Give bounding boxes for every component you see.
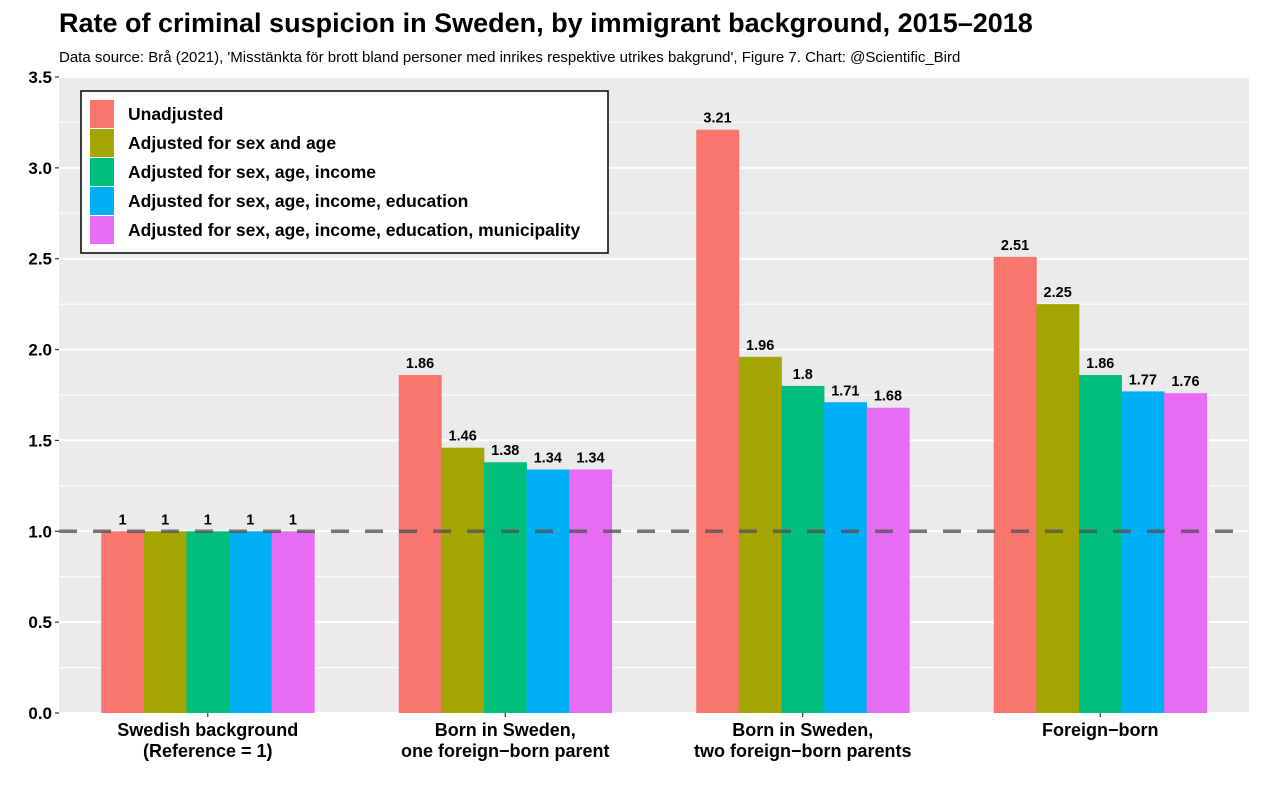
bar bbox=[1078, 375, 1122, 713]
x-category-label: Foreign−born bbox=[1042, 720, 1159, 740]
bar bbox=[781, 385, 825, 713]
y-tick-label: 2.0 bbox=[28, 341, 52, 360]
data-label: 1.86 bbox=[406, 356, 434, 372]
data-label: 2.25 bbox=[1044, 285, 1072, 301]
y-tick-label: 1.5 bbox=[28, 431, 52, 450]
bar bbox=[483, 462, 527, 713]
data-label: 2.51 bbox=[1001, 238, 1029, 254]
legend-key bbox=[90, 100, 114, 128]
y-tick-label: 2.5 bbox=[28, 250, 52, 269]
chart-subtitle: Data source: Brå (2021), 'Misstänkta för… bbox=[59, 49, 961, 66]
legend-label: Adjusted for sex and age bbox=[128, 133, 336, 153]
data-label: 3.21 bbox=[703, 111, 731, 127]
bar bbox=[569, 469, 613, 713]
bar bbox=[186, 531, 230, 713]
legend-label: Adjusted for sex, age, income, education… bbox=[128, 220, 580, 240]
bar bbox=[526, 469, 570, 713]
legend-label: Adjusted for sex, age, income, education bbox=[128, 191, 468, 211]
data-label: 1.86 bbox=[1086, 356, 1114, 372]
legend-key bbox=[90, 158, 114, 186]
y-tick-label: 3.0 bbox=[28, 159, 52, 178]
data-label: 1.38 bbox=[491, 443, 519, 459]
x-category-label-line: one foreign−born parent bbox=[401, 741, 610, 761]
x-category-label: Swedish background (Reference = 1) bbox=[117, 720, 298, 761]
data-label: 1 bbox=[246, 512, 254, 528]
data-label: 1 bbox=[204, 512, 212, 528]
bar bbox=[229, 531, 273, 713]
y-tick-label: 1.0 bbox=[28, 522, 52, 541]
data-label: 1 bbox=[289, 512, 297, 528]
y-tick-label: 0.0 bbox=[28, 704, 52, 723]
legend-label: Adjusted for sex, age, income bbox=[128, 162, 376, 182]
data-label: 1.46 bbox=[449, 429, 477, 445]
bar bbox=[1036, 304, 1080, 713]
x-category-label: Born in Sweden, two foreign−born parents bbox=[694, 720, 912, 761]
bar bbox=[101, 531, 145, 713]
bar bbox=[1121, 391, 1165, 713]
data-label: 1.71 bbox=[831, 383, 859, 399]
data-label: 1.8 bbox=[793, 367, 813, 383]
x-category-label-line: Swedish background bbox=[117, 720, 298, 740]
data-label: 1 bbox=[161, 512, 169, 528]
x-category-label-line: (Reference = 1) bbox=[143, 741, 273, 761]
data-label: 1.77 bbox=[1129, 372, 1157, 388]
x-category-label-line: Born in Sweden, bbox=[732, 720, 873, 740]
data-label: 1.34 bbox=[534, 451, 562, 467]
bar bbox=[696, 129, 740, 713]
bar bbox=[993, 256, 1037, 713]
legend-key bbox=[90, 187, 114, 215]
chart-title: Rate of criminal suspicion in Sweden, by… bbox=[59, 8, 1033, 38]
data-label: 1.68 bbox=[874, 389, 902, 405]
x-category-label-line: Foreign−born bbox=[1042, 720, 1159, 740]
bar bbox=[398, 375, 442, 713]
bar bbox=[143, 531, 187, 713]
legend-label: Unadjusted bbox=[128, 104, 223, 124]
x-category-label-line: two foreign−born parents bbox=[694, 741, 912, 761]
y-tick-label: 3.5 bbox=[28, 68, 52, 87]
data-label: 1.34 bbox=[576, 451, 604, 467]
data-label: 1 bbox=[119, 512, 127, 528]
bar bbox=[824, 402, 868, 713]
bar bbox=[441, 447, 485, 713]
legend-box bbox=[80, 90, 609, 254]
data-label: 1.96 bbox=[746, 338, 774, 354]
bar bbox=[738, 356, 782, 713]
bar bbox=[271, 531, 315, 713]
y-tick-label: 0.5 bbox=[28, 613, 52, 632]
x-category-label-line: Born in Sweden, bbox=[435, 720, 576, 740]
legend-key bbox=[90, 129, 114, 157]
data-label: 1.76 bbox=[1171, 374, 1199, 390]
bar bbox=[1164, 393, 1208, 713]
legend-key bbox=[90, 216, 114, 244]
bar bbox=[866, 407, 910, 713]
x-category-label: Born in Sweden, one foreign−born parent bbox=[401, 720, 610, 761]
